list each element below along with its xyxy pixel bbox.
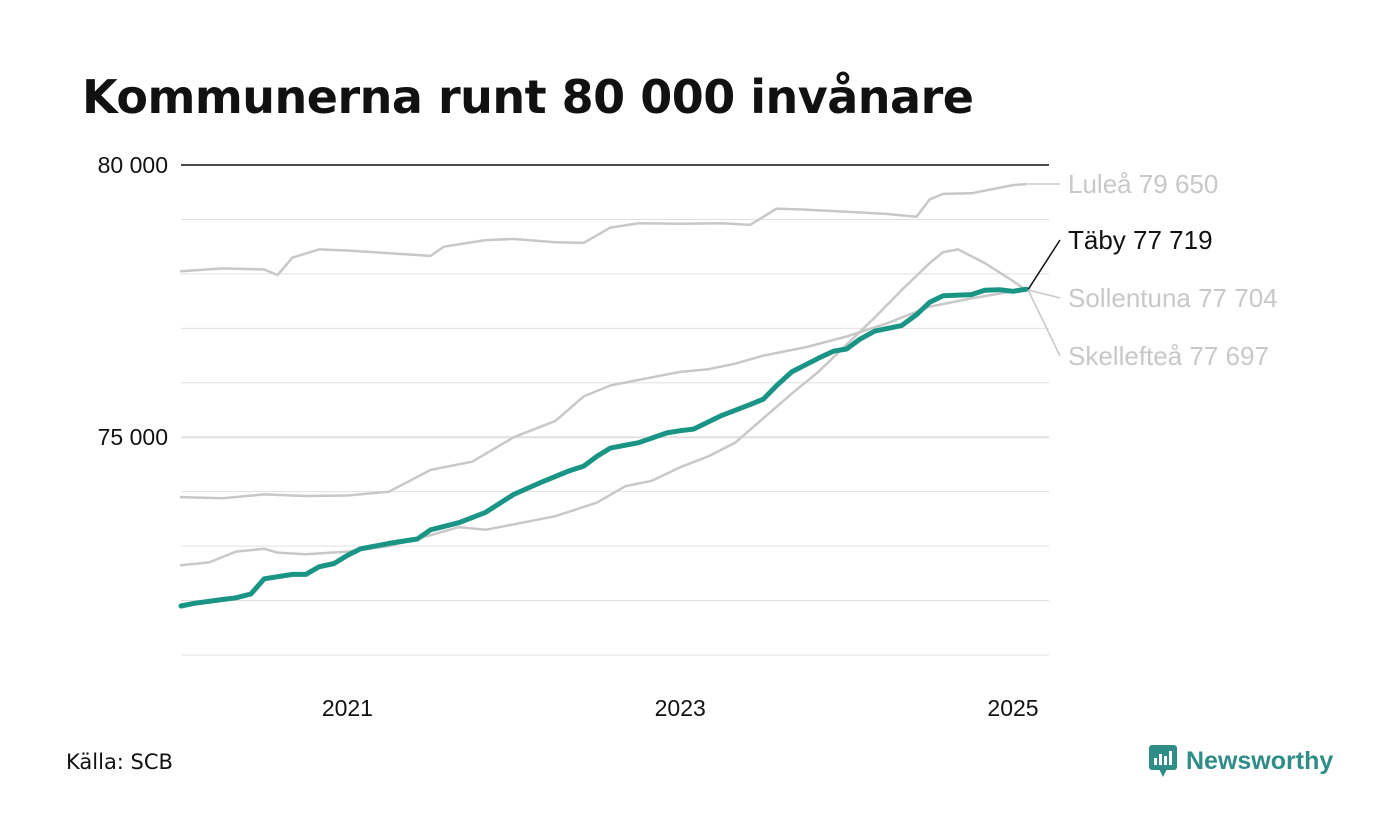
x-tick-label: 2025 (987, 695, 1038, 721)
x-tick-label: 2021 (322, 695, 373, 721)
series-line-skellefte- (179, 248, 1028, 567)
grid-layer (181, 164, 1049, 656)
x-tick-label: 2023 (655, 695, 706, 721)
series-end-label: Skellefteå 77 697 (1068, 341, 1269, 371)
series-layer (178, 182, 1029, 609)
y-tick-label: 75 000 (98, 424, 168, 450)
axis-layer: 75 000 80 000 2021 2023 2025 (98, 152, 1039, 721)
brand-name: Newsworthy (1186, 746, 1334, 775)
label-connector (1028, 289, 1061, 299)
chart-title: Kommunerna runt 80 000 invånare (82, 70, 974, 124)
label-layer: Luleå 79 650 Täby 77 719 Sollentuna 77 704… (1027, 169, 1278, 371)
y-tick-label: 80 000 (98, 152, 168, 178)
series-line-t-by (178, 286, 1029, 609)
label-connector (1027, 290, 1061, 357)
series-line-sollentuna (179, 288, 1028, 500)
brand[interactable]: Newsworthy (1148, 744, 1333, 778)
series-end-label: Täby 77 719 (1068, 225, 1213, 255)
series-end-label: Sollentuna 77 704 (1068, 283, 1278, 313)
series-line-lule- (179, 182, 1028, 277)
label-connector (1027, 239, 1061, 290)
source-note: Källa: SCB (66, 750, 173, 774)
series-end-label: Luleå 79 650 (1068, 169, 1218, 199)
newsworthy-logo-icon (1149, 745, 1177, 777)
